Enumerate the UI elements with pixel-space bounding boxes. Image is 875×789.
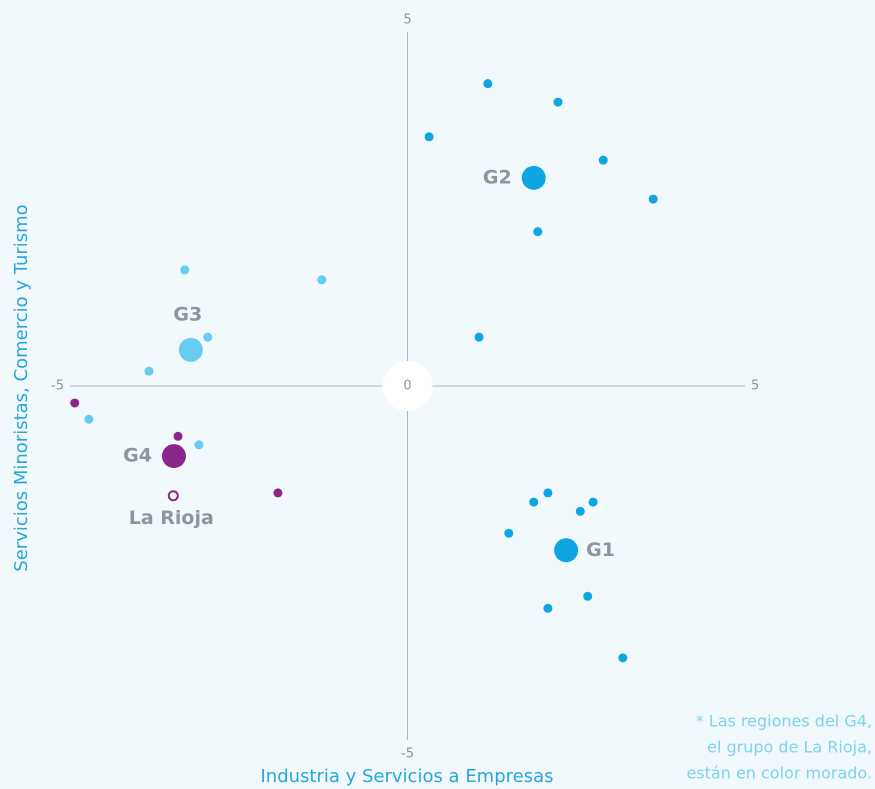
point [583, 591, 593, 601]
point [504, 528, 514, 538]
group-label: G3 [173, 303, 202, 325]
point [543, 488, 553, 498]
centroid [178, 337, 203, 362]
centroid [521, 165, 546, 190]
note-line: el grupo de La Rioja, [707, 738, 872, 757]
point [543, 603, 553, 613]
x-tick-label: -5 [51, 379, 64, 394]
point [483, 79, 493, 89]
highlight-point [167, 490, 179, 502]
point [194, 440, 204, 450]
y-tick-label: -5 [401, 747, 414, 762]
point [84, 414, 94, 424]
note-line: están en color morado. [686, 764, 872, 783]
point [588, 497, 598, 507]
group-label: G1 [586, 539, 615, 561]
point [70, 398, 80, 408]
point [648, 194, 658, 204]
centroid [554, 538, 579, 563]
point [144, 366, 154, 376]
y-axis-title: Servicios Minoristas, Comercio y Turismo [11, 204, 32, 571]
x-tick-label: 5 [751, 379, 759, 394]
x-tick-label: 0 [403, 379, 411, 394]
point [575, 506, 585, 516]
point [203, 332, 213, 342]
point [180, 265, 190, 275]
point [618, 653, 628, 663]
point [273, 488, 283, 498]
point [474, 332, 484, 342]
point [424, 132, 434, 142]
group-label: G4 [123, 445, 152, 467]
point [598, 155, 608, 165]
point [173, 431, 183, 441]
note-line: * Las regiones del G4, [696, 712, 872, 731]
highlight-label: La Rioja [129, 507, 214, 529]
x-axis-title: Industria y Servicios a Empresas [260, 766, 553, 787]
point [317, 275, 327, 285]
origin-circle [382, 361, 433, 411]
point [553, 97, 563, 107]
point [529, 497, 539, 507]
centroid [161, 444, 186, 469]
y-tick-label: 5 [403, 13, 411, 28]
group-label: G2 [483, 166, 512, 188]
point [533, 227, 543, 237]
